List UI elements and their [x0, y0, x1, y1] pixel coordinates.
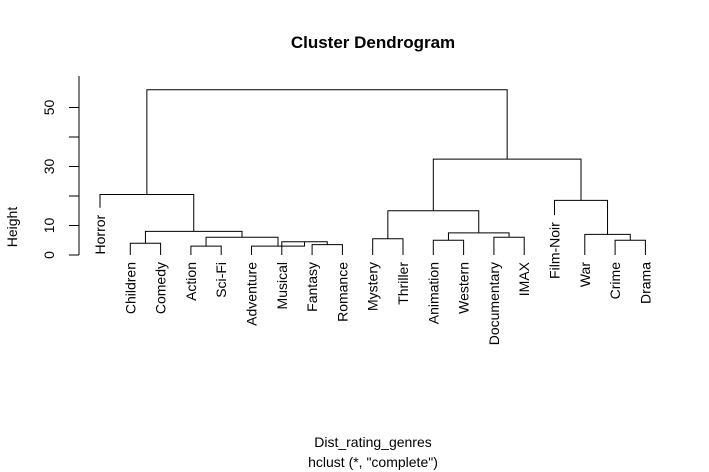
dendrogram-link: [372, 238, 404, 255]
leaf-label: Romance: [334, 262, 350, 322]
leaf-label: IMAX: [516, 261, 532, 296]
dendrogram-link: [432, 239, 465, 255]
leaf-labels: Horror Children Comedy Action Sci-Fi Adventur…: [92, 214, 653, 345]
dendrogram-tree: [99, 89, 646, 255]
leaf-label: Mystery: [365, 262, 381, 311]
dendrogram-link: [99, 194, 195, 232]
dendrogram-link: [493, 236, 525, 255]
leaf-label: Action: [183, 262, 199, 301]
dendrogram-link: [432, 158, 582, 211]
leaf-label: Crime: [607, 262, 623, 300]
leaf-label: Musical: [274, 262, 290, 309]
y-axis: 0 10 30 50: [41, 76, 80, 259]
y-axis-label: Height: [4, 207, 20, 248]
leaf-label: War: [577, 262, 593, 287]
leaf-label: Horror: [92, 214, 108, 254]
y-tick-label: 30: [41, 159, 57, 175]
leaf-label: Animation: [425, 262, 441, 324]
method-label: hclust (*, "complete"): [308, 454, 438, 470]
dendrogram-link: [311, 244, 343, 255]
leaf-label: Film-Noir: [547, 222, 563, 279]
leaf-label: Documentary: [486, 262, 502, 345]
dendrogram-link: [614, 239, 646, 255]
leaf-label: Comedy: [153, 262, 169, 314]
leaf-label: Drama: [637, 262, 653, 304]
dendrogram-link: [205, 236, 279, 247]
dendrogram-link: [146, 89, 508, 195]
y-tick-label: 0: [41, 251, 57, 259]
leaf-label: Sci-Fi: [213, 262, 229, 298]
leaf-label: Fantasy: [304, 262, 320, 312]
dendrogram-link: [584, 233, 631, 255]
chart-title: Cluster Dendrogram: [291, 33, 455, 52]
dendrogram-link: [387, 210, 480, 239]
leaf-label: Adventure: [244, 262, 260, 326]
y-tick-label: 50: [41, 100, 57, 116]
y-tick-label: 10: [41, 218, 57, 234]
leaf-label: Thriller: [395, 262, 411, 305]
x-axis-label: Dist_rating_genres: [314, 434, 432, 450]
dendrogram-link: [190, 245, 222, 255]
leaf-label: Children: [122, 262, 138, 314]
dendrogram-link: [129, 242, 162, 255]
dendrogram-link: [447, 232, 510, 241]
leaf-label: Western: [456, 262, 472, 314]
